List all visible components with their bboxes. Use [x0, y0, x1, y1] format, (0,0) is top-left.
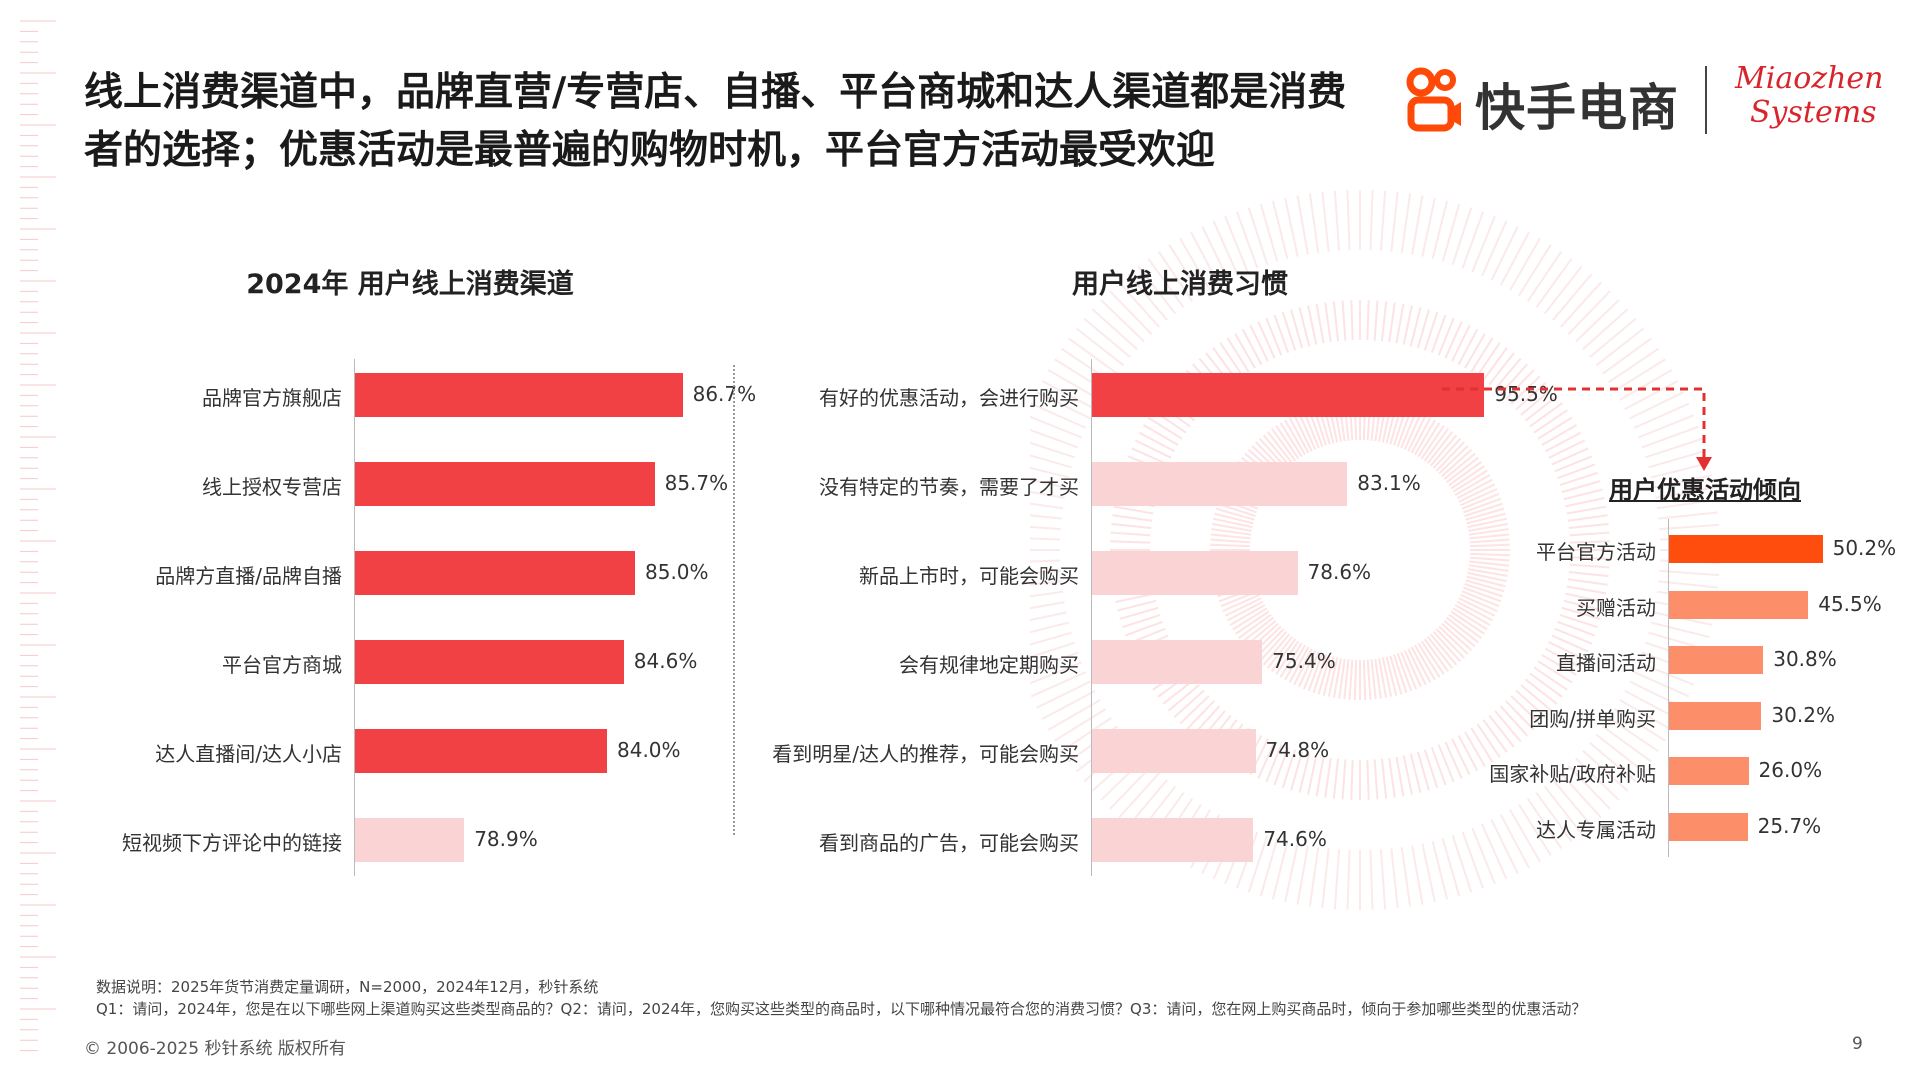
chart3-bar — [1669, 590, 1809, 619]
chart3-bar — [1669, 757, 1749, 785]
chart2-bar — [1092, 462, 1348, 506]
page-title-line2: 者的选择；优惠活动是最普遍的购物时机，平台官方活动最受欢迎 — [84, 128, 1216, 173]
chart1-value-label: 78.9% — [474, 827, 538, 851]
chart3-bar — [1669, 701, 1762, 730]
decorative-radial-burst — [1030, 190, 1720, 910]
chart1-bar — [355, 551, 635, 595]
chart1-title: 2024年 用户线上消费渠道 — [246, 269, 574, 300]
chart3-category-label: 买赠活动 — [1576, 595, 1656, 620]
footnote-source: 数据说明：2025年货节消费定量调研，N=2000，2024年12月，秒针系统 — [96, 978, 599, 996]
page-title: 线上消费渠道中，品牌直营/专营店、自播、平台商城和达人渠道都是消费 者的选择；优… — [84, 64, 1414, 180]
chart1-value-label: 84.6% — [633, 649, 698, 673]
chart3-value-label: 50.2% — [1832, 536, 1897, 560]
chart2-bar — [1092, 640, 1263, 684]
connector-arrow — [1442, 387, 1712, 471]
chart2-value-label: 74.8% — [1265, 738, 1330, 762]
footnote-questions: Q1：请问，2024年，您是在以下哪些网上渠道购买这些类型商品的？Q2：请问，2… — [96, 1000, 1587, 1018]
logo-name: 快手电商 — [1475, 79, 1679, 137]
logo-divider — [1705, 66, 1707, 134]
logo-area: 快手电商 Miaozhen Systems — [1405, 58, 1885, 148]
chart3-value-label: 30.2% — [1771, 702, 1835, 727]
chart3-category-label: 国家补贴/政府补贴 — [1489, 762, 1656, 786]
chart2-bar — [1092, 551, 1298, 595]
chart3-value-label: 25.7% — [1757, 813, 1822, 838]
page-number: 9 — [1852, 1034, 1863, 1054]
chart1-axis — [354, 359, 355, 876]
chart1-bar — [355, 729, 607, 773]
chart1-value-label: 85.0% — [645, 560, 709, 584]
chart1-value-label: 86.7% — [692, 382, 757, 406]
chart2-value-label: 74.6% — [1263, 827, 1327, 851]
chart2-value-label: 78.6% — [1307, 560, 1372, 584]
chart3-category-label: 直播间活动 — [1556, 651, 1656, 675]
chart1-category-label: 达人直播间/达人小店 — [155, 742, 342, 766]
chart2-bar — [1092, 818, 1254, 862]
chart3-value-label: 45.5% — [1818, 591, 1882, 616]
chart2-bar — [1092, 373, 1485, 417]
chart1-bar — [355, 373, 683, 417]
chart2-category-label: 会有规律地定期购买 — [899, 653, 1079, 677]
chart3-category-label: 团购/拼单购买 — [1529, 706, 1656, 731]
chart2-category-label: 有好的优惠活动，会进行购买 — [819, 386, 1079, 410]
chart3-value-label: 26.0% — [1758, 758, 1823, 782]
chart2-category-label: 没有特定的节奏，需要了才买 — [819, 475, 1079, 499]
chart3-category-label: 达人专属活动 — [1536, 817, 1656, 842]
chart2-category-label: 新品上市时，可能会购买 — [859, 564, 1079, 588]
chart1-category-label: 线上授权专营店 — [202, 475, 342, 499]
chart1-bar — [355, 640, 624, 684]
chart3-bar — [1669, 646, 1764, 674]
chart3-value-label: 30.8% — [1773, 647, 1837, 671]
chart3-bar — [1669, 812, 1748, 841]
chart3-title: 用户优惠活动倾向 — [1609, 476, 1801, 504]
chart3-axis — [1668, 519, 1669, 857]
chart1-bar — [355, 462, 655, 506]
chart1-category-label: 品牌官方旗舰店 — [202, 386, 342, 410]
chart2-category-label: 看到明星/达人的推荐，可能会购买 — [772, 742, 1079, 766]
chart1-category-label: 平台官方商城 — [222, 653, 342, 677]
partner-logo-line1: Miaozhen — [1735, 61, 1884, 96]
chart2-value-label: 95.5% — [1494, 382, 1558, 406]
decorative-ruler — [20, 20, 56, 1052]
chart2-title: 用户线上消费习惯 — [1072, 269, 1288, 300]
chart2-value-label: 75.4% — [1272, 649, 1336, 673]
partner-logo-line2: Systems — [1750, 95, 1877, 130]
chart1-category-label: 品牌方直播/品牌自播 — [155, 564, 342, 588]
copyright: © 2006-2025 秒针系统 版权所有 — [84, 1039, 346, 1059]
chart2-bar — [1092, 729, 1256, 773]
kuaishou-logo-icon — [1406, 67, 1461, 132]
chart1-bar — [355, 818, 465, 862]
chart1-value-label: 85.7% — [664, 471, 729, 495]
page-title-line1: 线上消费渠道中，品牌直营/专营店、自播、平台商城和达人渠道都是消费 — [84, 70, 1347, 115]
chart2-axis — [1091, 359, 1092, 876]
chart3-bar — [1669, 535, 1823, 563]
panel-divider — [733, 365, 735, 835]
chart2-value-label: 83.1% — [1357, 471, 1421, 495]
chart2-category-label: 看到商品的广告，可能会购买 — [819, 831, 1079, 855]
chart1-value-label: 84.0% — [617, 738, 681, 762]
chart3-category-label: 平台官方活动 — [1536, 540, 1656, 564]
chart1-category-label: 短视频下方评论中的链接 — [122, 831, 342, 855]
